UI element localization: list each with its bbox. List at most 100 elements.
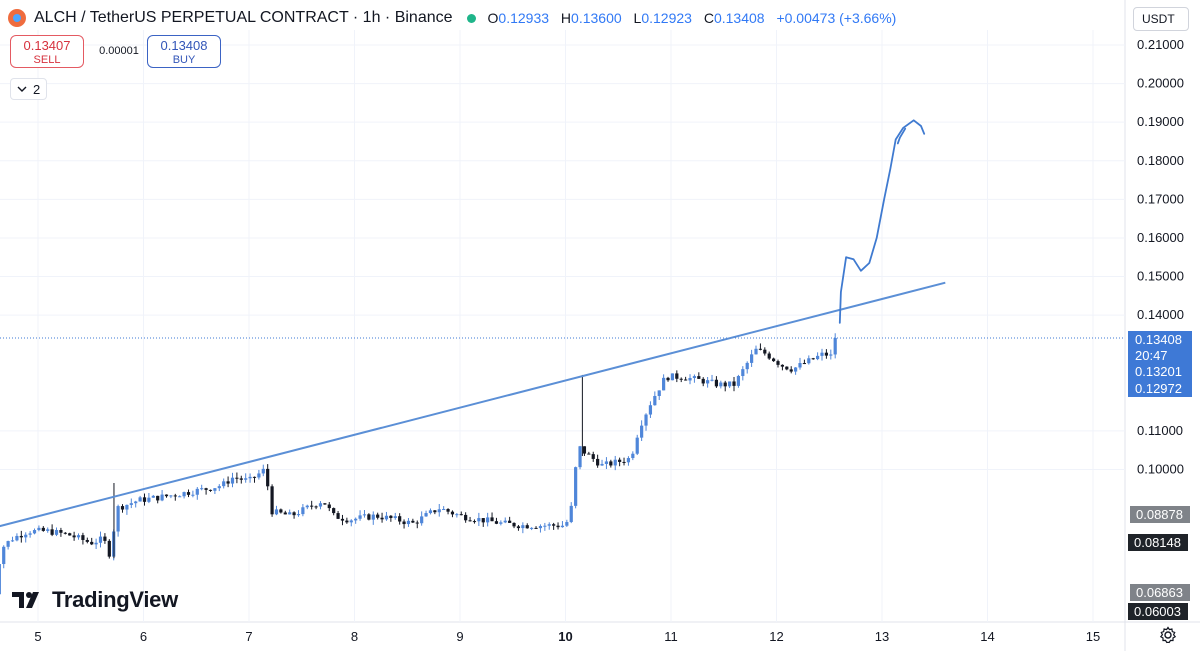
time-tick-label: 13 [875,629,889,644]
candle-body [420,516,424,524]
candle [723,380,727,392]
candle-body [468,520,472,522]
candle-body [477,518,481,522]
candle-body [120,506,125,510]
candle [415,520,419,529]
buy-button[interactable]: 0.13408 BUY [147,35,221,68]
candle-body [6,541,10,547]
spread-value: 0.00001 [99,45,139,57]
time-tick-label: 14 [980,629,994,644]
last-price: 0.13408 [1135,332,1182,347]
candle [824,349,829,359]
candle [195,487,199,500]
candle [433,510,437,515]
candle [296,510,301,517]
candle-body [393,516,397,518]
candle [569,502,573,524]
price-tick-label: 0.20000 [1137,76,1184,91]
price-tick-label: 0.10000 [1137,461,1184,476]
candle [640,420,644,442]
candle [459,511,463,516]
settings-gear-icon[interactable] [1159,626,1177,644]
candle-body [758,348,763,350]
open-label: O [487,10,499,26]
candle-body [301,507,305,515]
candle-body [98,536,103,543]
candle-body [670,373,675,381]
candle [345,517,349,524]
candle [455,513,459,518]
candle-body [512,522,516,527]
candle-body [508,520,512,523]
close-label: C [703,10,714,26]
candle [538,524,543,533]
candle-body [776,361,780,365]
tradingview-wordmark: TradingView [52,587,178,612]
candle-body [437,509,441,513]
candle-body [134,501,138,504]
candle [362,509,367,518]
candle [107,539,111,559]
candle [670,373,675,381]
candle-body [63,532,67,534]
candle-body [560,525,565,528]
candle-body [688,377,692,381]
candle [547,522,551,530]
candle [252,476,257,483]
price-tag-high: 0.13201 [1128,363,1192,380]
candle [191,490,195,498]
sell-button[interactable]: 0.13407 SELL [10,35,84,68]
candle-body [107,540,111,557]
candle [0,564,1,595]
candle [565,519,569,527]
candle-body [103,536,107,541]
candle-body [292,512,296,516]
candle [613,455,617,471]
candle [420,511,424,526]
candle-body [195,488,199,495]
candle [521,522,525,534]
currency-select[interactable]: USDT [1133,7,1189,31]
candle-body [411,520,415,523]
candle-body [226,481,230,484]
candle-body [204,488,208,490]
price-axis-labels: 0.21000 0.20000 0.19000 0.18000 0.17000 0.160… [1137,37,1184,476]
candle [499,520,503,526]
projection-drawing [838,119,926,324]
candle [2,545,6,569]
tradingview-logo[interactable]: TradingView [12,587,178,613]
indicators-toggle[interactable]: 2 [10,78,48,100]
change-value: +0.00473 (+3.66%) [776,10,897,26]
candle [785,366,789,371]
alchemy-logo-icon [8,9,26,27]
candle [789,366,793,374]
candle-body [503,520,507,523]
candle-body [169,495,173,497]
candle-body [213,488,217,491]
market-status-dot [466,13,476,23]
candle [164,494,169,498]
candle-body [534,527,538,529]
candle-body [499,522,503,524]
candle [76,533,81,540]
candle [811,357,815,360]
symbol-title[interactable]: ALCH / TetherUS PERPETUAL CONTRACT · 1h … [34,9,453,26]
candle-body [164,494,169,497]
candle-body [327,504,331,509]
trendline [0,281,946,528]
candle [494,517,499,525]
candle [239,475,243,484]
candle-body [675,373,679,379]
candle-body [530,527,534,529]
candle-body [151,495,155,498]
candle-body [547,524,551,526]
candle-body [701,378,705,384]
candle [134,500,138,508]
candle [32,528,37,535]
time-tick-label: 7 [245,629,252,644]
candle [222,478,226,489]
candle-body [472,521,477,523]
low-label: L [633,10,642,26]
candle [41,526,45,532]
